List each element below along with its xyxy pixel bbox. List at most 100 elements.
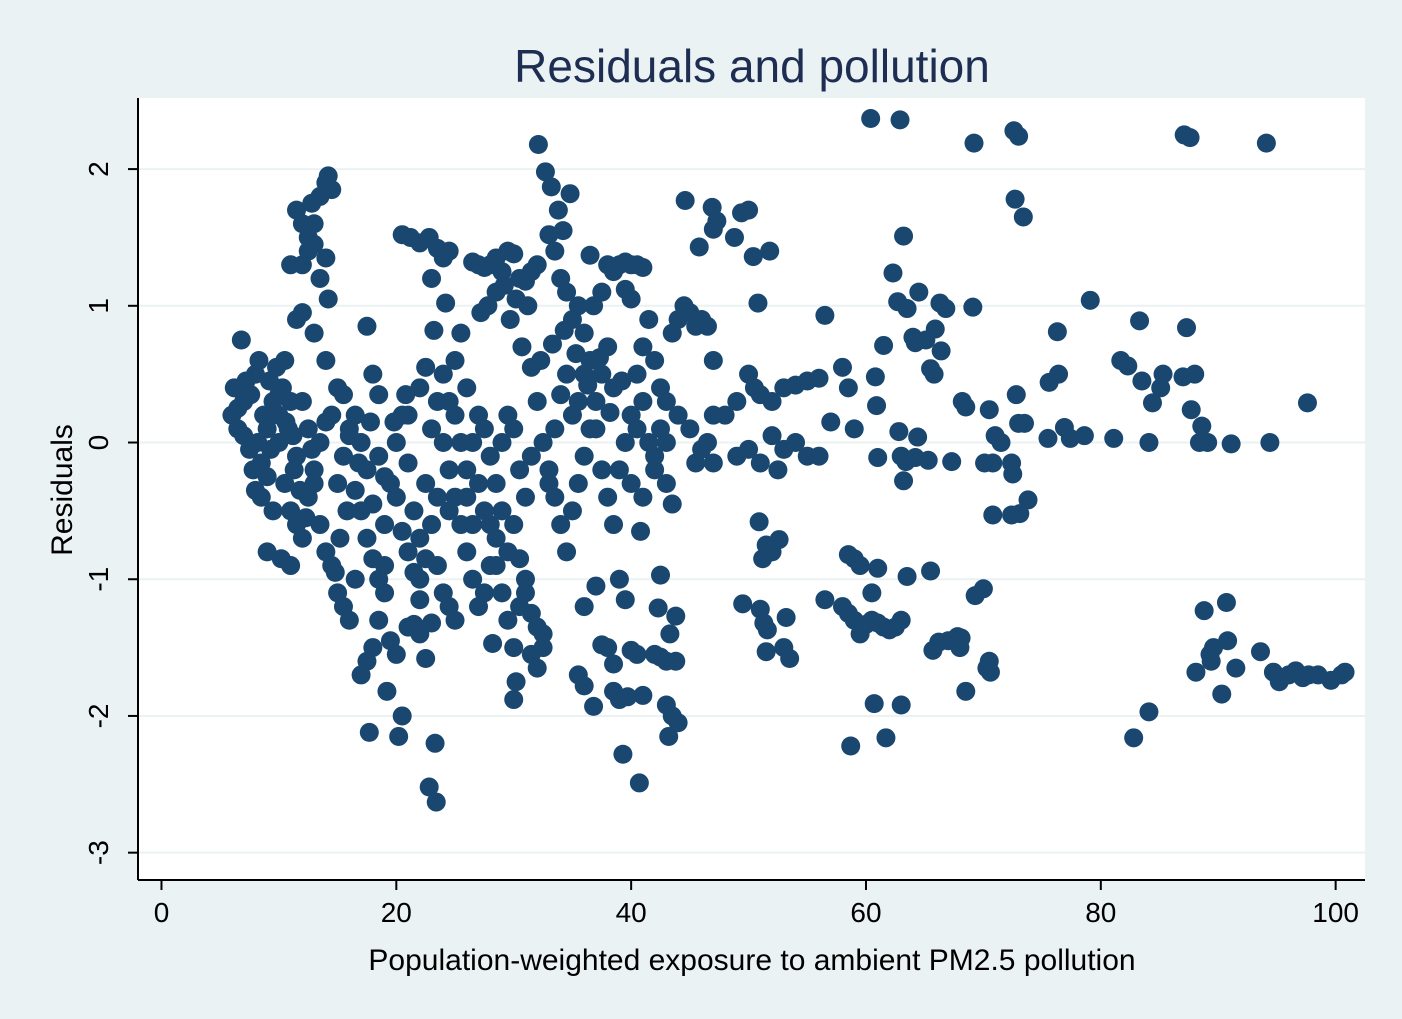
data-point xyxy=(897,299,917,319)
data-point xyxy=(363,364,383,384)
data-point xyxy=(627,419,647,439)
data-point xyxy=(384,412,404,432)
data-point xyxy=(518,296,538,316)
x-tick-label: 40 xyxy=(616,897,647,928)
data-point xyxy=(398,453,418,473)
data-point xyxy=(425,733,445,753)
data-point xyxy=(697,433,717,453)
data-point xyxy=(369,446,389,466)
data-point xyxy=(310,268,330,288)
data-point xyxy=(739,200,759,220)
data-point xyxy=(1074,426,1094,446)
data-point xyxy=(339,426,359,446)
data-points xyxy=(222,109,1355,812)
data-point xyxy=(257,542,277,562)
data-point xyxy=(433,364,453,384)
x-axis-label: Population-weighted exposure to ambient … xyxy=(368,944,1135,977)
data-point xyxy=(302,193,322,213)
data-point xyxy=(1014,413,1034,433)
data-point xyxy=(1139,702,1159,722)
data-point xyxy=(1335,662,1355,682)
data-point xyxy=(769,530,789,550)
data-point xyxy=(715,405,735,425)
data-point xyxy=(942,452,962,472)
data-point xyxy=(254,405,274,425)
data-point xyxy=(545,241,565,261)
data-point xyxy=(451,433,471,453)
data-point xyxy=(876,728,896,748)
data-point xyxy=(304,460,324,480)
data-point xyxy=(241,385,261,405)
data-point xyxy=(668,405,688,425)
data-point xyxy=(296,508,316,528)
data-point xyxy=(377,681,397,701)
data-point xyxy=(615,433,635,453)
data-point xyxy=(1060,428,1080,448)
data-point xyxy=(515,487,535,507)
data-point xyxy=(527,392,547,412)
data-point xyxy=(339,610,359,630)
data-point xyxy=(592,282,612,302)
data-point xyxy=(1192,416,1212,436)
data-point xyxy=(757,620,777,640)
data-point xyxy=(416,649,436,669)
data-point xyxy=(422,613,442,633)
data-point xyxy=(1018,490,1038,510)
data-point xyxy=(506,672,526,692)
data-point xyxy=(386,644,406,664)
data-point xyxy=(921,561,941,581)
data-point xyxy=(1006,385,1026,405)
data-point xyxy=(439,241,459,261)
data-point xyxy=(527,658,547,678)
data-point xyxy=(510,460,530,480)
data-point xyxy=(621,289,641,309)
data-point xyxy=(439,460,459,480)
data-point xyxy=(908,427,928,447)
data-point xyxy=(894,226,914,246)
y-tick-label: 0 xyxy=(83,435,114,451)
data-point xyxy=(359,722,379,742)
data-point xyxy=(389,726,409,746)
data-point xyxy=(832,357,852,377)
data-point xyxy=(492,433,512,453)
data-point xyxy=(474,583,494,603)
data-point xyxy=(531,350,551,370)
data-point xyxy=(504,515,524,535)
data-point xyxy=(392,521,412,541)
data-point xyxy=(925,319,945,339)
data-point xyxy=(931,341,951,361)
data-point xyxy=(551,385,571,405)
data-point xyxy=(498,610,518,630)
data-point xyxy=(539,474,559,494)
data-point xyxy=(463,569,483,589)
data-point xyxy=(883,263,903,283)
data-point xyxy=(375,556,395,576)
data-point xyxy=(316,412,336,432)
data-point xyxy=(263,501,283,521)
data-point xyxy=(1009,126,1029,146)
data-point xyxy=(1049,364,1069,384)
data-point xyxy=(598,487,618,507)
data-point xyxy=(424,320,444,340)
data-point xyxy=(349,453,369,473)
data-point xyxy=(457,542,477,562)
data-point xyxy=(850,556,870,576)
data-point xyxy=(228,398,248,418)
data-point xyxy=(325,562,345,582)
data-point xyxy=(375,515,395,535)
data-point xyxy=(261,439,281,459)
data-point xyxy=(504,690,524,710)
data-point xyxy=(545,419,565,439)
data-point xyxy=(891,610,911,630)
data-point xyxy=(436,293,456,313)
data-point xyxy=(592,364,612,384)
data-point xyxy=(469,474,489,494)
data-point xyxy=(1218,631,1238,651)
data-point xyxy=(973,579,993,599)
data-point xyxy=(584,296,604,316)
data-point xyxy=(333,385,353,405)
data-point xyxy=(457,487,477,507)
data-point xyxy=(439,501,459,521)
data-point xyxy=(566,344,586,364)
data-point xyxy=(1221,434,1241,454)
